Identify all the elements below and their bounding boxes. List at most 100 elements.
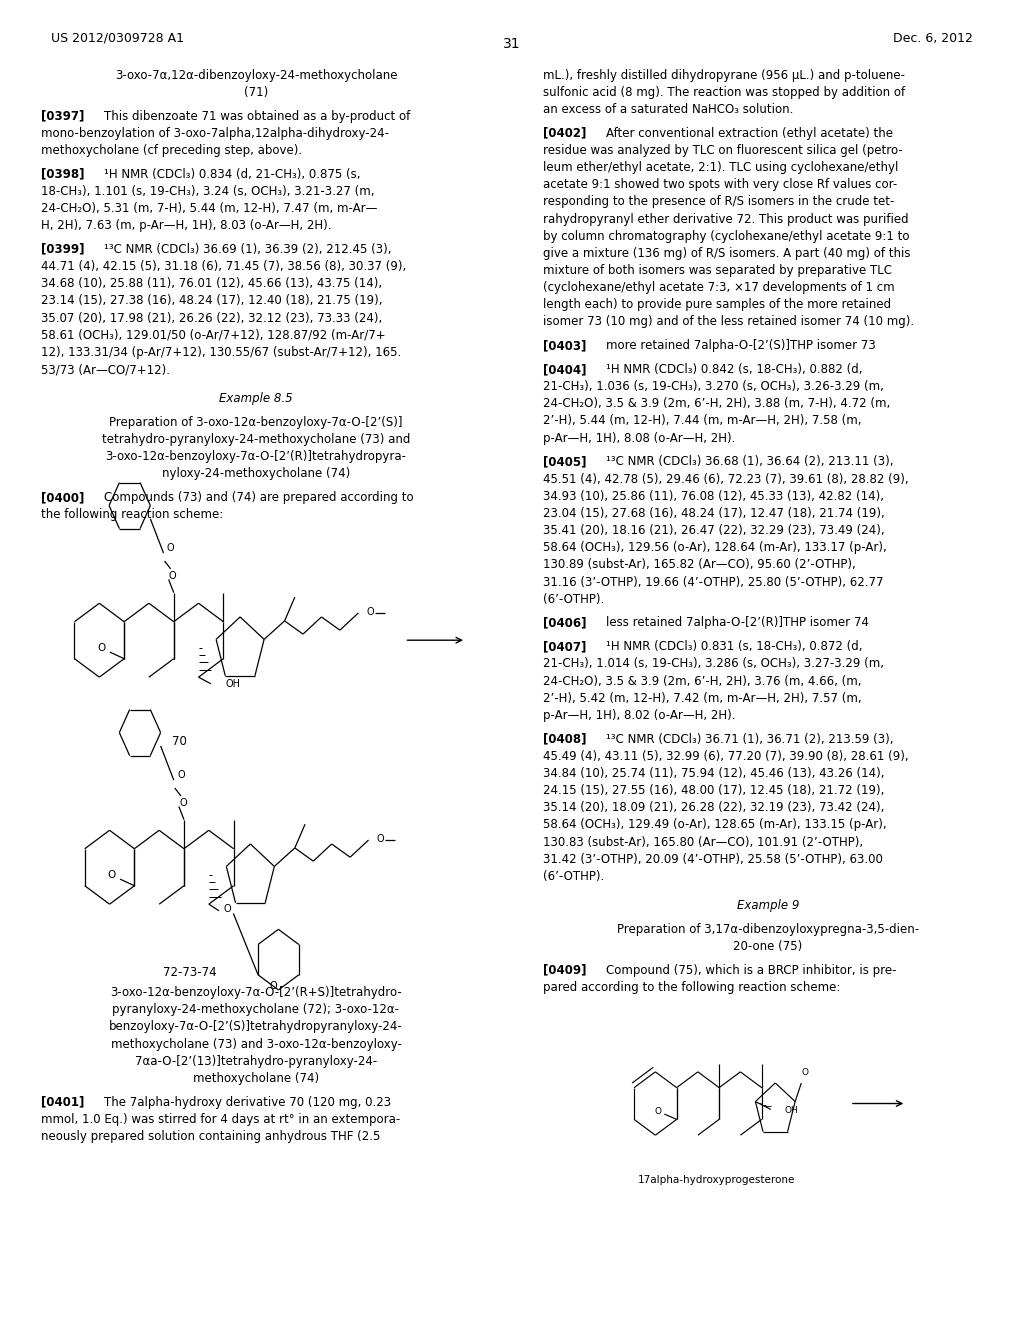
Text: leum ether/ethyl acetate, 2:1). TLC using cyclohexane/ethyl: leum ether/ethyl acetate, 2:1). TLC usin… bbox=[543, 161, 898, 174]
Text: 34.93 (10), 25.86 (11), 76.08 (12), 45.33 (13), 42.82 (14),: 34.93 (10), 25.86 (11), 76.08 (12), 45.3… bbox=[543, 490, 884, 503]
Text: by column chromatography (cyclohexane/ethyl acetate 9:1 to: by column chromatography (cyclohexane/et… bbox=[543, 230, 909, 243]
Text: OH: OH bbox=[784, 1106, 798, 1115]
Text: 3-oxo-7α,12α-dibenzoyloxy-24-methoxycholane: 3-oxo-7α,12α-dibenzoyloxy-24-methoxychol… bbox=[115, 69, 397, 82]
Text: mixture of both isomers was separated by preparative TLC: mixture of both isomers was separated by… bbox=[543, 264, 892, 277]
Text: 35.14 (20), 18.09 (21), 26.28 (22), 32.19 (23), 73.42 (24),: 35.14 (20), 18.09 (21), 26.28 (22), 32.1… bbox=[543, 801, 884, 814]
Text: O: O bbox=[179, 797, 186, 808]
Text: 58.64 (OCH₃), 129.56 (o-Ar), 128.64 (m-Ar), 133.17 (p-Ar),: 58.64 (OCH₃), 129.56 (o-Ar), 128.64 (m-A… bbox=[543, 541, 887, 554]
Text: p-Ar—H, 1H), 8.02 (o-Ar—H, 2H).: p-Ar—H, 1H), 8.02 (o-Ar—H, 2H). bbox=[543, 709, 735, 722]
Text: p-Ar—H, 1H), 8.08 (o-Ar—H, 2H).: p-Ar—H, 1H), 8.08 (o-Ar—H, 2H). bbox=[543, 432, 735, 445]
Text: 34.68 (10), 25.88 (11), 76.01 (12), 45.66 (13), 43.75 (14),: 34.68 (10), 25.88 (11), 76.01 (12), 45.6… bbox=[41, 277, 382, 290]
Text: [0405]: [0405] bbox=[543, 455, 586, 469]
Text: (6’-OTHP).: (6’-OTHP). bbox=[543, 870, 604, 883]
Text: 12), 133.31/34 (p-Ar/7+12), 130.55/67 (subst-Ar/7+12), 165.: 12), 133.31/34 (p-Ar/7+12), 130.55/67 (s… bbox=[41, 346, 401, 359]
Text: 58.64 (OCH₃), 129.49 (o-Ar), 128.65 (m-Ar), 133.15 (p-Ar),: 58.64 (OCH₃), 129.49 (o-Ar), 128.65 (m-A… bbox=[543, 818, 887, 832]
Text: 23.04 (15), 27.68 (16), 48.24 (17), 12.47 (18), 21.74 (19),: 23.04 (15), 27.68 (16), 48.24 (17), 12.4… bbox=[543, 507, 885, 520]
Text: Compound (75), which is a BRCP inhibitor, is pre-: Compound (75), which is a BRCP inhibitor… bbox=[606, 964, 897, 977]
Text: 24.15 (15), 27.55 (16), 48.00 (17), 12.45 (18), 21.72 (19),: 24.15 (15), 27.55 (16), 48.00 (17), 12.4… bbox=[543, 784, 884, 797]
Text: tetrahydro-pyranyloxy-24-methoxycholane (73) and: tetrahydro-pyranyloxy-24-methoxycholane … bbox=[101, 433, 411, 446]
Text: length each) to provide pure samples of the more retained: length each) to provide pure samples of … bbox=[543, 298, 891, 312]
Text: 24-CH₂O), 3.5 & 3.9 (2m, 6’-H, 2H), 3.76 (m, 4.66, (m,: 24-CH₂O), 3.5 & 3.9 (2m, 6’-H, 2H), 3.76… bbox=[543, 675, 861, 688]
Text: O: O bbox=[97, 643, 105, 653]
Text: [0403]: [0403] bbox=[543, 339, 586, 352]
Text: 70: 70 bbox=[172, 735, 186, 748]
Text: ¹³C NMR (CDCl₃) 36.71 (1), 36.71 (2), 213.59 (3),: ¹³C NMR (CDCl₃) 36.71 (1), 36.71 (2), 21… bbox=[606, 733, 894, 746]
Text: [0402]: [0402] bbox=[543, 127, 586, 140]
Text: 23.14 (15), 27.38 (16), 48.24 (17), 12.40 (18), 21.75 (19),: 23.14 (15), 27.38 (16), 48.24 (17), 12.4… bbox=[41, 294, 382, 308]
Text: [0400]: [0400] bbox=[41, 491, 84, 504]
Text: methoxycholane (74): methoxycholane (74) bbox=[193, 1072, 319, 1085]
Text: 130.83 (subst-Ar), 165.80 (Ar—CO), 101.91 (2’-OTHP),: 130.83 (subst-Ar), 165.80 (Ar—CO), 101.9… bbox=[543, 836, 863, 849]
Text: 3-oxo-12α-benzoyloxy-7α-O-[2’(R)]tetrahydropyra-: 3-oxo-12α-benzoyloxy-7α-O-[2’(R)]tetrahy… bbox=[105, 450, 407, 463]
Text: methoxycholane (73) and 3-oxo-12α-benzoyloxy-: methoxycholane (73) and 3-oxo-12α-benzoy… bbox=[111, 1038, 401, 1051]
Text: 2’-H), 5.42 (m, 12-H), 7.42 (m, m-Ar—H, 2H), 7.57 (m,: 2’-H), 5.42 (m, 12-H), 7.42 (m, m-Ar—H, … bbox=[543, 692, 861, 705]
Text: 45.51 (4), 42.78 (5), 29.46 (6), 72.23 (7), 39.61 (8), 28.82 (9),: 45.51 (4), 42.78 (5), 29.46 (6), 72.23 (… bbox=[543, 473, 908, 486]
Text: 24-CH₂O), 5.31 (m, 7-H), 5.44 (m, 12-H), 7.47 (m, m-Ar—: 24-CH₂O), 5.31 (m, 7-H), 5.44 (m, 12-H),… bbox=[41, 202, 377, 215]
Text: residue was analyzed by TLC on fluorescent silica gel (petro-: residue was analyzed by TLC on fluoresce… bbox=[543, 144, 902, 157]
Text: 24-CH₂O), 3.5 & 3.9 (2m, 6’-H, 2H), 3.88 (m, 7-H), 4.72 (m,: 24-CH₂O), 3.5 & 3.9 (2m, 6’-H, 2H), 3.88… bbox=[543, 397, 890, 411]
Text: ¹H NMR (CDCl₃) 0.834 (d, 21-CH₃), 0.875 (s,: ¹H NMR (CDCl₃) 0.834 (d, 21-CH₃), 0.875 … bbox=[104, 168, 360, 181]
Text: 72-73-74: 72-73-74 bbox=[163, 966, 216, 979]
Text: O: O bbox=[223, 904, 231, 915]
Text: give a mixture (136 mg) of R/S isomers. A part (40 mg) of this: give a mixture (136 mg) of R/S isomers. … bbox=[543, 247, 910, 260]
Text: mL.), freshly distilled dihydropyrane (956 μL.) and p-toluene-: mL.), freshly distilled dihydropyrane (9… bbox=[543, 69, 905, 82]
Text: 45.49 (4), 43.11 (5), 32.99 (6), 77.20 (7), 39.90 (8), 28.61 (9),: 45.49 (4), 43.11 (5), 32.99 (6), 77.20 (… bbox=[543, 750, 908, 763]
Text: 21-CH₃), 1.036 (s, 19-CH₃), 3.270 (s, OCH₃), 3.26-3.29 (m,: 21-CH₃), 1.036 (s, 19-CH₃), 3.270 (s, OC… bbox=[543, 380, 884, 393]
Text: 34.84 (10), 25.74 (11), 75.94 (12), 45.46 (13), 43.26 (14),: 34.84 (10), 25.74 (11), 75.94 (12), 45.4… bbox=[543, 767, 884, 780]
Text: more retained 7alpha-O-[2’(S)]THP isomer 73: more retained 7alpha-O-[2’(S)]THP isomer… bbox=[606, 339, 876, 352]
Text: ¹³C NMR (CDCl₃) 36.68 (1), 36.64 (2), 213.11 (3),: ¹³C NMR (CDCl₃) 36.68 (1), 36.64 (2), 21… bbox=[606, 455, 894, 469]
Text: O: O bbox=[167, 543, 174, 553]
Text: 2’-H), 5.44 (m, 12-H), 7.44 (m, m-Ar—H, 2H), 7.58 (m,: 2’-H), 5.44 (m, 12-H), 7.44 (m, m-Ar—H, … bbox=[543, 414, 861, 428]
Text: [0397]: [0397] bbox=[41, 110, 84, 123]
Text: Example 9: Example 9 bbox=[737, 899, 799, 912]
Text: O: O bbox=[367, 607, 374, 616]
Text: 53/73 (Ar—CO/7+12).: 53/73 (Ar—CO/7+12). bbox=[41, 363, 170, 376]
Text: 7αa-O-[2’(13)]tetrahydro-pyranyloxy-24-: 7αa-O-[2’(13)]tetrahydro-pyranyloxy-24- bbox=[135, 1055, 377, 1068]
Text: 31.42 (3’-OTHP), 20.09 (4’-OTHP), 25.58 (5’-OTHP), 63.00: 31.42 (3’-OTHP), 20.09 (4’-OTHP), 25.58 … bbox=[543, 853, 883, 866]
Text: 3-oxo-12α-benzoyloxy-7α-O-[2’(R+S)]tetrahydro-: 3-oxo-12α-benzoyloxy-7α-O-[2’(R+S)]tetra… bbox=[111, 986, 401, 999]
Text: an excess of a saturated NaHCO₃ solution.: an excess of a saturated NaHCO₃ solution… bbox=[543, 103, 794, 116]
Text: 44.71 (4), 42.15 (5), 31.18 (6), 71.45 (7), 38.56 (8), 30.37 (9),: 44.71 (4), 42.15 (5), 31.18 (6), 71.45 (… bbox=[41, 260, 407, 273]
Text: 17alpha-hydroxyprogesterone: 17alpha-hydroxyprogesterone bbox=[638, 1175, 796, 1185]
Text: [0409]: [0409] bbox=[543, 964, 586, 977]
Text: [0401]: [0401] bbox=[41, 1096, 84, 1109]
Text: 35.07 (20), 17.98 (21), 26.26 (22), 32.12 (23), 73.33 (24),: 35.07 (20), 17.98 (21), 26.26 (22), 32.1… bbox=[41, 312, 382, 325]
Text: [0404]: [0404] bbox=[543, 363, 586, 376]
Text: 21-CH₃), 1.014 (s, 19-CH₃), 3.286 (s, OCH₃), 3.27-3.29 (m,: 21-CH₃), 1.014 (s, 19-CH₃), 3.286 (s, OC… bbox=[543, 657, 884, 671]
Text: less retained 7alpha-O-[2’(R)]THP isomer 74: less retained 7alpha-O-[2’(R)]THP isomer… bbox=[606, 616, 869, 630]
Text: pared according to the following reaction scheme:: pared according to the following reactio… bbox=[543, 981, 840, 994]
Text: [0398]: [0398] bbox=[41, 168, 84, 181]
Text: benzoyloxy-7α-O-[2’(S)]tetrahydropyranyloxy-24-: benzoyloxy-7α-O-[2’(S)]tetrahydropyranyl… bbox=[110, 1020, 402, 1034]
Text: ¹H NMR (CDCl₃) 0.842 (s, 18-CH₃), 0.882 (d,: ¹H NMR (CDCl₃) 0.842 (s, 18-CH₃), 0.882 … bbox=[606, 363, 862, 376]
Text: O: O bbox=[108, 870, 116, 880]
Text: methoxycholane (cf preceding step, above).: methoxycholane (cf preceding step, above… bbox=[41, 144, 302, 157]
Text: ¹³C NMR (CDCl₃) 36.69 (1), 36.39 (2), 212.45 (3),: ¹³C NMR (CDCl₃) 36.69 (1), 36.39 (2), 21… bbox=[104, 243, 392, 256]
Text: (cyclohexane/ethyl acetate 7:3, ×17 developments of 1 cm: (cyclohexane/ethyl acetate 7:3, ×17 deve… bbox=[543, 281, 894, 294]
Text: Example 8.5: Example 8.5 bbox=[219, 392, 293, 405]
Text: [0408]: [0408] bbox=[543, 733, 586, 746]
Text: Preparation of 3,17α-dibenzoyloxypregna-3,5-dien-: Preparation of 3,17α-dibenzoyloxypregna-… bbox=[616, 923, 920, 936]
Text: pyranyloxy-24-methoxycholane (72); 3-oxo-12α-: pyranyloxy-24-methoxycholane (72); 3-oxo… bbox=[113, 1003, 399, 1016]
Text: The 7alpha-hydroxy derivative 70 (120 mg, 0.23: The 7alpha-hydroxy derivative 70 (120 mg… bbox=[104, 1096, 391, 1109]
Text: 35.41 (20), 18.16 (21), 26.47 (22), 32.29 (23), 73.49 (24),: 35.41 (20), 18.16 (21), 26.47 (22), 32.2… bbox=[543, 524, 885, 537]
Text: 31: 31 bbox=[503, 37, 521, 51]
Text: [0407]: [0407] bbox=[543, 640, 586, 653]
Text: O: O bbox=[269, 981, 278, 991]
Text: OH: OH bbox=[225, 678, 241, 689]
Text: [0399]: [0399] bbox=[41, 243, 84, 256]
Text: neously prepared solution containing anhydrous THF (2.5: neously prepared solution containing anh… bbox=[41, 1130, 380, 1143]
Text: O: O bbox=[177, 770, 184, 780]
Text: O: O bbox=[169, 570, 176, 581]
Text: (6’-OTHP).: (6’-OTHP). bbox=[543, 593, 604, 606]
Text: 31.16 (3’-OTHP), 19.66 (4’-OTHP), 25.80 (5’-OTHP), 62.77: 31.16 (3’-OTHP), 19.66 (4’-OTHP), 25.80 … bbox=[543, 576, 884, 589]
Text: 58.61 (OCH₃), 129.01/50 (o-Ar/7+12), 128.87/92 (m-Ar/7+: 58.61 (OCH₃), 129.01/50 (o-Ar/7+12), 128… bbox=[41, 329, 386, 342]
Text: acetate 9:1 showed two spots with very close Rf values cor-: acetate 9:1 showed two spots with very c… bbox=[543, 178, 897, 191]
Text: [0406]: [0406] bbox=[543, 616, 586, 630]
Text: mmol, 1.0 Eq.) was stirred for 4 days at rt° in an extempora-: mmol, 1.0 Eq.) was stirred for 4 days at… bbox=[41, 1113, 400, 1126]
Text: isomer 73 (10 mg) and of the less retained isomer 74 (10 mg).: isomer 73 (10 mg) and of the less retain… bbox=[543, 315, 913, 329]
Text: 20-one (75): 20-one (75) bbox=[733, 940, 803, 953]
Text: mono-benzoylation of 3-oxo-7alpha,12alpha-dihydroxy-24-: mono-benzoylation of 3-oxo-7alpha,12alph… bbox=[41, 127, 389, 140]
Text: O: O bbox=[802, 1068, 809, 1077]
Text: 130.89 (subst-Ar), 165.82 (Ar—CO), 95.60 (2’-OTHP),: 130.89 (subst-Ar), 165.82 (Ar—CO), 95.60… bbox=[543, 558, 855, 572]
Text: Preparation of 3-oxo-12α-benzoyloxy-7α-O-[2’(S)]: Preparation of 3-oxo-12α-benzoyloxy-7α-O… bbox=[110, 416, 402, 429]
